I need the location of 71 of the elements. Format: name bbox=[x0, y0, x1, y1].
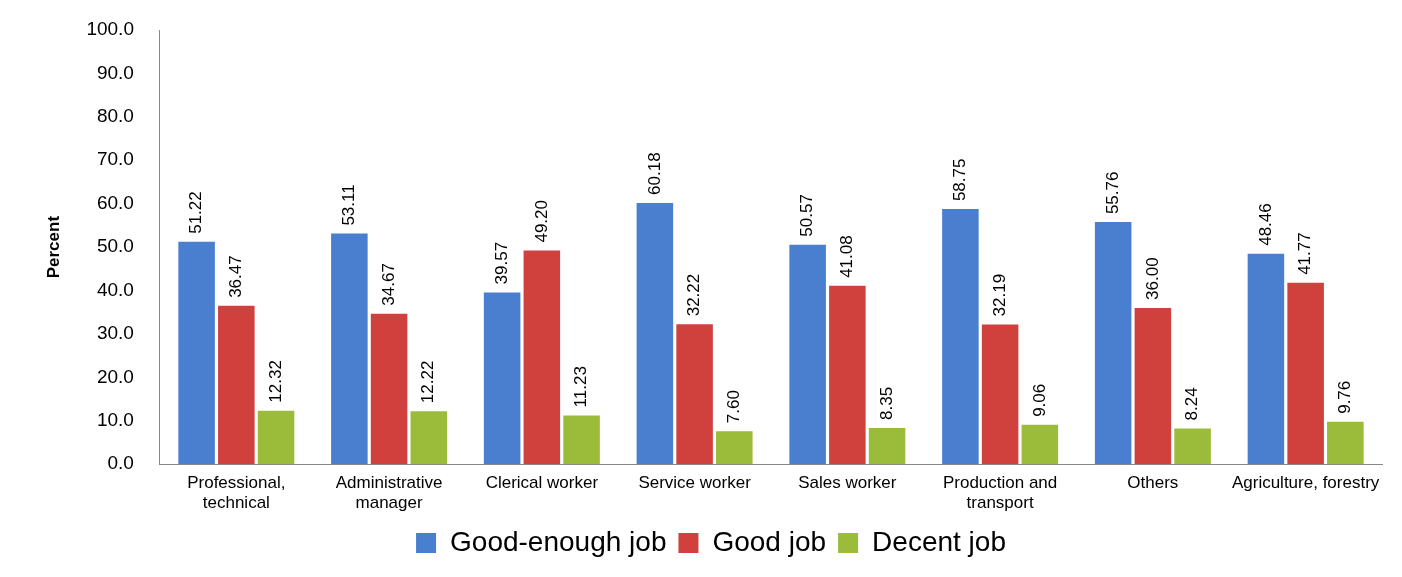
data-label: 36.47 bbox=[226, 255, 246, 298]
data-label: 48.46 bbox=[1255, 203, 1275, 246]
y-tick-label: 50.0 bbox=[96, 235, 134, 257]
y-tick-label: 20.0 bbox=[96, 365, 134, 387]
data-label: 11.23 bbox=[571, 366, 591, 408]
bar bbox=[523, 250, 561, 465]
data-label: 8.35 bbox=[876, 386, 896, 420]
bar bbox=[218, 305, 255, 465]
bar bbox=[676, 324, 713, 465]
legend-label: Good job bbox=[712, 525, 827, 557]
bar bbox=[789, 244, 826, 465]
bar bbox=[1174, 428, 1211, 465]
data-label: 34.67 bbox=[378, 263, 398, 306]
bar bbox=[178, 241, 215, 465]
x-tick-label: Clerical worker bbox=[485, 473, 599, 493]
data-label: 36.00 bbox=[1142, 257, 1162, 300]
bar bbox=[636, 202, 674, 465]
y-tick-label: 10.0 bbox=[96, 409, 134, 431]
data-label: 53.11 bbox=[339, 184, 359, 226]
x-tick-label: Service worker bbox=[638, 473, 752, 493]
bar bbox=[868, 427, 906, 465]
data-label: 12.32 bbox=[265, 360, 285, 403]
bar bbox=[1094, 222, 1132, 465]
data-label: 32.19 bbox=[989, 273, 1009, 317]
y-tick-label: 0.0 bbox=[107, 452, 134, 474]
bar bbox=[257, 410, 295, 465]
legend-label: Good-enough job bbox=[450, 525, 667, 557]
y-tick-label: 60.0 bbox=[96, 191, 134, 213]
y-tick-label: 90.0 bbox=[96, 61, 134, 83]
data-label: 41.77 bbox=[1295, 232, 1315, 275]
x-tick-label: Professional, technical bbox=[187, 473, 286, 513]
data-label: 58.75 bbox=[950, 158, 970, 202]
y-tick-label: 30.0 bbox=[96, 322, 134, 344]
data-label: 8.24 bbox=[1182, 387, 1202, 421]
data-label: 51.22 bbox=[186, 191, 206, 234]
bar bbox=[981, 324, 1019, 465]
bar bbox=[563, 415, 600, 465]
bar bbox=[1247, 253, 1285, 465]
bar bbox=[1021, 424, 1059, 465]
y-tick-label: 80.0 bbox=[96, 105, 134, 127]
bar bbox=[331, 233, 368, 465]
data-label: 32.22 bbox=[684, 273, 704, 317]
data-label: 55.76 bbox=[1102, 171, 1122, 215]
x-tick-label: Agriculture, forestry bbox=[1231, 473, 1380, 493]
y-axis-title: Percent bbox=[43, 215, 63, 279]
data-label: 7.60 bbox=[724, 390, 743, 424]
data-label: 9.06 bbox=[1029, 383, 1049, 417]
legend-label: Decent job bbox=[872, 525, 1006, 557]
data-label: 60.18 bbox=[644, 152, 664, 195]
data-label: 12.22 bbox=[418, 360, 438, 404]
bar bbox=[370, 313, 408, 465]
y-tick-label: 100.0 bbox=[86, 18, 134, 40]
bar bbox=[829, 285, 866, 465]
y-tick-label: 70.0 bbox=[96, 148, 134, 170]
x-tick-label: Administrative manager bbox=[335, 473, 443, 513]
bar bbox=[1134, 307, 1172, 465]
data-label: 41.08 bbox=[837, 235, 857, 278]
bar bbox=[1287, 282, 1324, 465]
y-tick-label: 40.0 bbox=[96, 278, 134, 300]
x-tick-label: Sales worker bbox=[798, 473, 897, 493]
data-label: 50.57 bbox=[797, 194, 817, 237]
bar bbox=[942, 209, 979, 465]
bar bbox=[483, 292, 521, 465]
bar bbox=[716, 431, 753, 465]
bar bbox=[410, 411, 448, 465]
x-tick-label: Production and transport bbox=[942, 473, 1058, 513]
data-label: 9.76 bbox=[1335, 380, 1355, 414]
data-label: 39.57 bbox=[491, 241, 511, 285]
data-label: 49.20 bbox=[531, 200, 551, 243]
x-tick-label: Others bbox=[1127, 473, 1179, 493]
bar bbox=[1327, 421, 1364, 465]
